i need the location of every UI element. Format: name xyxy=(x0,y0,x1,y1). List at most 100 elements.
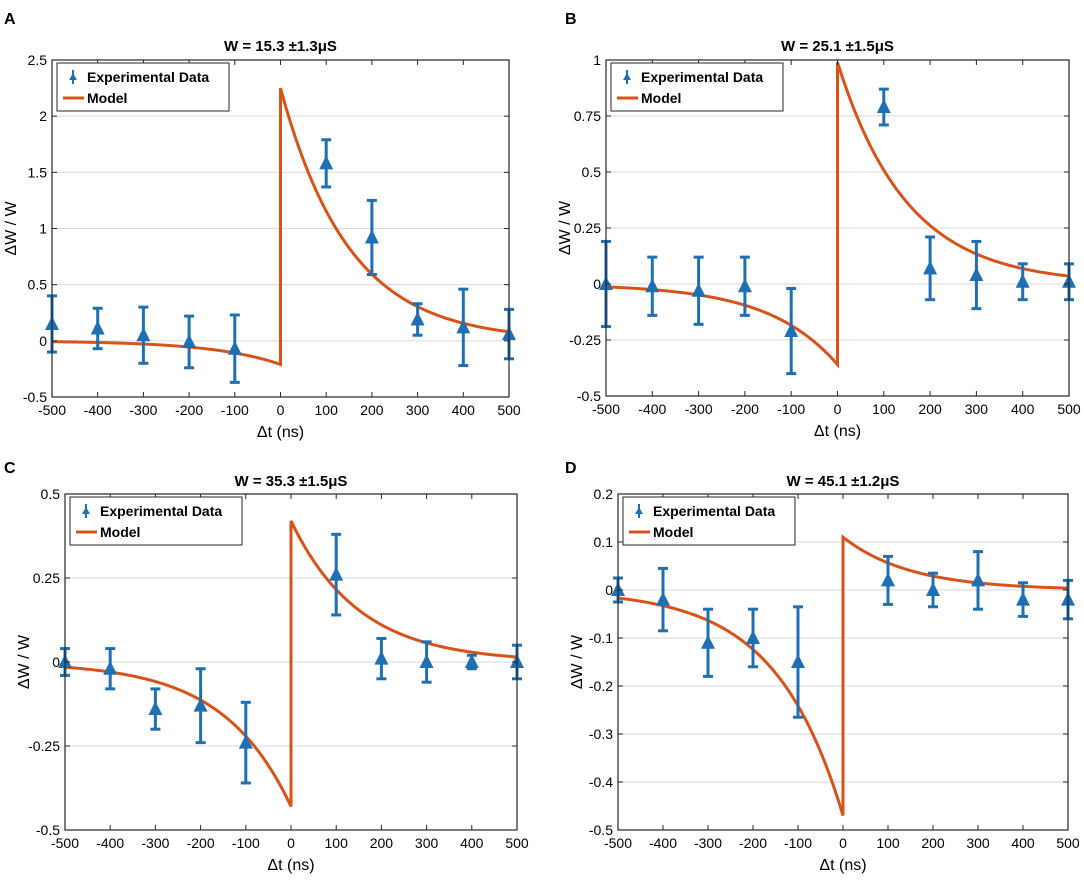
x-tick-label: 0 xyxy=(287,835,295,851)
y-tick-label: 0.5 xyxy=(28,277,48,293)
x-tick-label: -500 xyxy=(604,835,632,851)
data-marker xyxy=(645,278,660,293)
data-marker xyxy=(103,660,118,675)
y-tick-label: -0.5 xyxy=(589,822,613,838)
data-marker xyxy=(969,267,984,282)
x-tick-label: -200 xyxy=(739,835,767,851)
y-tick-label: -0.1 xyxy=(589,630,613,646)
x-tick-label: 0 xyxy=(834,401,842,417)
legend: Experimental Data Model xyxy=(69,496,243,546)
data-marker xyxy=(746,630,760,644)
x-tick-label: 200 xyxy=(921,835,945,851)
data-point xyxy=(691,255,706,326)
x-tick-label: 500 xyxy=(1057,401,1081,417)
data-point xyxy=(464,653,479,671)
y-tick-label: 0.5 xyxy=(582,164,602,180)
y-tick-label: 2 xyxy=(39,108,47,124)
legend-data-marker xyxy=(623,73,631,80)
data-point xyxy=(456,287,471,368)
x-axis-label: Δt (ns) xyxy=(814,423,861,440)
panel-letter: C xyxy=(4,460,16,477)
x-tick-label: -300 xyxy=(141,835,169,851)
y-axis-label: ΔW / W xyxy=(3,200,20,255)
y-tick-label: -0.5 xyxy=(577,388,601,404)
y-tick-label: -0.4 xyxy=(589,774,613,790)
panel-letter: A xyxy=(4,11,16,28)
data-point xyxy=(645,255,660,317)
data-point xyxy=(90,306,105,351)
x-tick-label: -100 xyxy=(784,835,812,851)
data-point xyxy=(227,313,242,384)
x-tick-label: 100 xyxy=(325,835,349,851)
y-tick-label: 0 xyxy=(39,333,47,349)
legend-label-model: Model xyxy=(653,524,693,540)
data-marker xyxy=(374,650,389,665)
panel-letter: B xyxy=(565,11,577,28)
x-tick-label: 0 xyxy=(277,402,285,418)
y-tick-label: -0.2 xyxy=(589,678,613,694)
data-point xyxy=(746,607,760,669)
data-marker xyxy=(791,654,805,668)
x-tick-label: -200 xyxy=(731,401,759,417)
data-marker xyxy=(227,340,242,355)
data-point xyxy=(319,138,334,189)
y-tick-label: -0.5 xyxy=(23,389,47,405)
data-point xyxy=(701,607,715,678)
y-tick-label: 1 xyxy=(39,221,47,237)
x-tick-label: -200 xyxy=(187,835,215,851)
data-marker xyxy=(319,155,334,170)
data-marker xyxy=(923,260,938,275)
data-point xyxy=(238,700,253,785)
data-marker xyxy=(1015,273,1030,288)
x-tick-label: -500 xyxy=(38,402,66,418)
data-marker xyxy=(691,282,706,297)
y-axis-label: ΔW / W xyxy=(569,634,586,689)
x-tick-label: -100 xyxy=(777,401,805,417)
x-tick-label: -300 xyxy=(694,835,722,851)
x-tick-label: 400 xyxy=(1011,401,1035,417)
data-point xyxy=(923,235,938,302)
x-tick-label: 300 xyxy=(406,402,430,418)
data-marker xyxy=(148,701,163,716)
data-marker xyxy=(364,229,379,244)
x-tick-label: 200 xyxy=(370,835,394,851)
data-marker xyxy=(971,572,985,587)
data-marker xyxy=(193,697,208,712)
legend-box xyxy=(622,496,796,546)
x-tick-label: 400 xyxy=(460,835,484,851)
legend-label-data: Experimental Data xyxy=(653,503,775,519)
data-point xyxy=(876,87,891,127)
y-tick-label: -0.3 xyxy=(589,726,613,742)
data-marker xyxy=(329,566,344,581)
x-tick-label: -400 xyxy=(649,835,677,851)
x-tick-label: -400 xyxy=(96,835,124,851)
x-tick-label: 300 xyxy=(965,401,989,417)
y-tick-label: 0.25 xyxy=(33,570,60,586)
legend-label-data: Experimental Data xyxy=(100,503,222,519)
chart-title: W = 35.3 ±1.5μS xyxy=(235,473,348,490)
x-tick-label: -400 xyxy=(84,402,112,418)
x-tick-label: -200 xyxy=(175,402,203,418)
x-tick-label: 300 xyxy=(415,835,439,851)
data-marker xyxy=(90,320,105,335)
model-curve xyxy=(51,87,510,367)
y-tick-label: -0.5 xyxy=(36,822,60,838)
data-point xyxy=(329,532,344,617)
chart-title: W = 45.1 ±1.2μS xyxy=(787,473,900,490)
panel-b: BW = 25.1 ±1.5μS-500 -400 -300 -200 -100 0 100… xyxy=(557,11,1081,440)
x-tick-label: 100 xyxy=(315,402,339,418)
data-point xyxy=(926,571,940,609)
y-tick-label: -0.25 xyxy=(569,332,601,348)
y-tick-label: 1.5 xyxy=(28,164,48,180)
x-tick-label: 500 xyxy=(497,402,521,418)
legend-label-model: Model xyxy=(641,90,681,106)
legend-data-marker xyxy=(82,507,90,514)
x-tick-label: -500 xyxy=(592,401,620,417)
data-point xyxy=(374,636,389,681)
x-tick-label: -500 xyxy=(51,835,79,851)
x-tick-label: -100 xyxy=(221,402,249,418)
y-tick-label: 0 xyxy=(605,582,613,598)
legend-label-model: Model xyxy=(100,524,140,540)
model-curve xyxy=(64,520,518,808)
x-axis-label: Δt (ns) xyxy=(257,424,304,441)
